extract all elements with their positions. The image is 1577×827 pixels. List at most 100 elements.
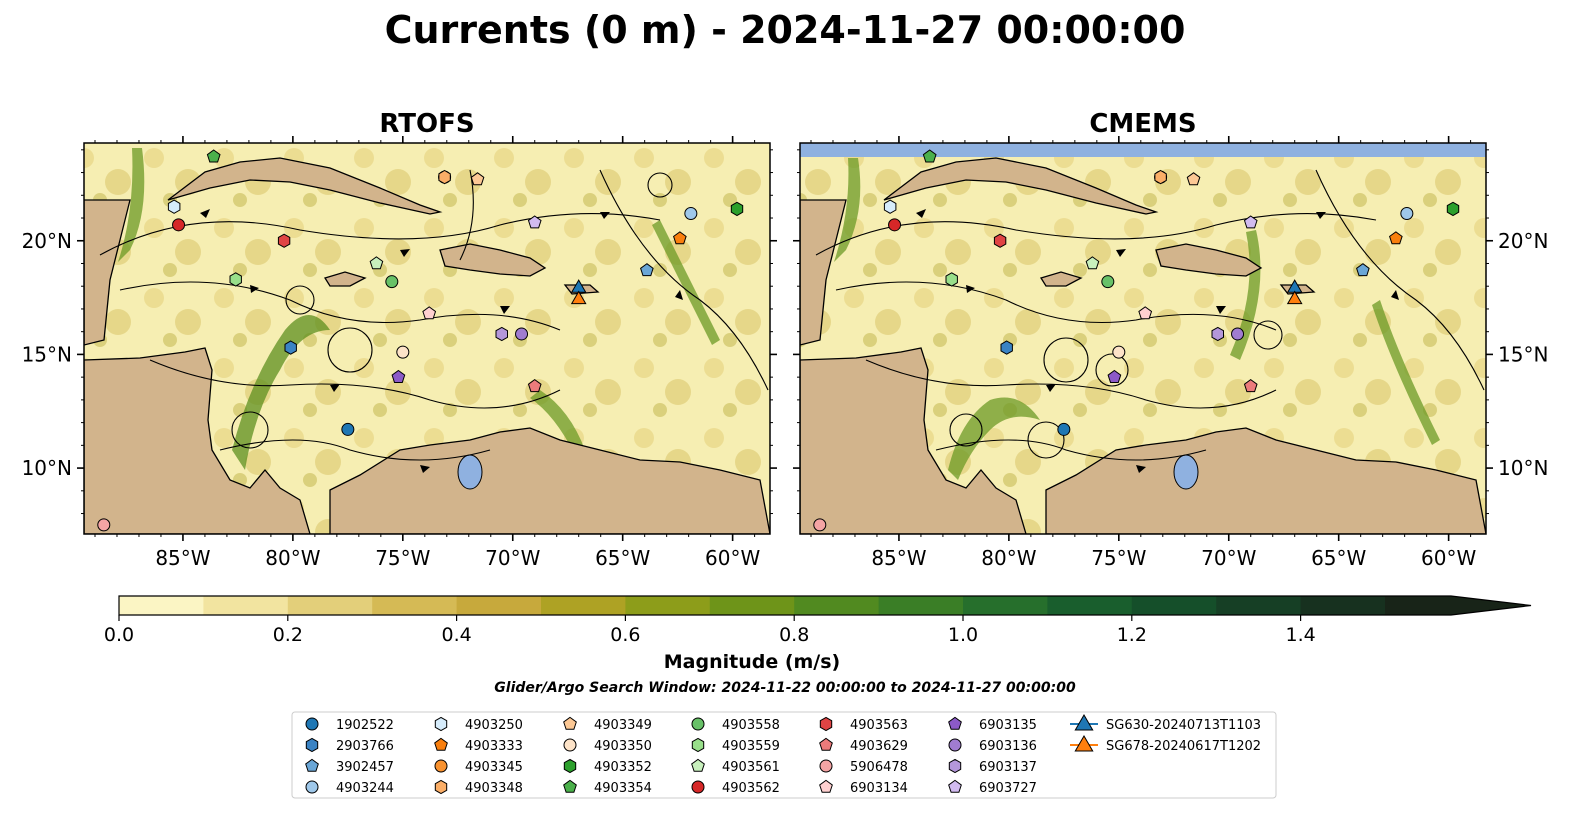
x-tick-label: 75°W	[375, 546, 430, 570]
marker-4903563	[993, 233, 1007, 248]
colorbar-segment	[878, 596, 964, 615]
legend-label: 4903345	[465, 760, 523, 775]
legend-item: 4903333	[434, 737, 523, 754]
marker-2903766	[284, 340, 297, 355]
legend-label: 4903563	[850, 718, 908, 733]
marker-4903559	[229, 272, 242, 287]
legend-item: 1902522	[305, 717, 394, 733]
y-tick-label: 10°N	[1498, 456, 1548, 480]
legend-item: 5906478	[819, 759, 908, 775]
colorbar-segment	[1047, 596, 1133, 615]
x-tick-label: 85°W	[871, 546, 926, 570]
marker-4903250	[167, 199, 181, 214]
marker-4903333	[673, 231, 687, 245]
legend-marker	[1074, 735, 1094, 752]
marker-6903135	[391, 369, 406, 383]
marker-4903629	[527, 378, 542, 393]
legend-marker	[819, 737, 833, 751]
legend-label: 4903559	[722, 739, 780, 754]
marker-4903558	[1101, 275, 1115, 289]
legend-item: SG630-20240713T1103	[1070, 714, 1261, 733]
colorbar-segment	[541, 596, 626, 615]
legend-label: 4903558	[722, 718, 780, 733]
legend-item: SG678-20240617T1202	[1070, 735, 1261, 754]
y-tick-label: 15°N	[22, 342, 72, 366]
figure-title: Currents (0 m) - 2024-11-27 00:00:00	[385, 8, 1186, 52]
panel-title-cmems: CMEMS	[1089, 109, 1196, 139]
legend-marker	[948, 779, 962, 793]
streamline-arrows	[916, 209, 1399, 473]
legend-item: 6903137	[948, 758, 1037, 775]
legend-item: 4903558	[691, 717, 780, 733]
y-tick-label: 20°N	[22, 229, 72, 253]
legend-label: 6903727	[979, 781, 1037, 796]
marker-4903559	[945, 272, 958, 287]
marker-4903350	[1112, 345, 1126, 359]
legend-item: 4903244	[305, 780, 394, 796]
marker-4903352	[1446, 201, 1460, 217]
x-tick-label: 65°W	[595, 546, 650, 570]
legend-label: 4903250	[465, 718, 523, 733]
land-masses	[84, 157, 770, 534]
x-tick-label: 70°W	[1201, 546, 1256, 570]
colorbar-segment	[625, 596, 711, 615]
marker-6903136	[1231, 327, 1245, 341]
legend-item: 6903727	[948, 779, 1037, 796]
colorbar-tick-label: 0.8	[779, 624, 809, 646]
x-tick-label: 80°W	[265, 546, 320, 570]
marker-4903350	[396, 345, 410, 359]
legend-marker	[305, 758, 319, 772]
legend-marker	[948, 758, 962, 774]
streamlines	[99, 169, 769, 461]
search-window-subtitle: Glider/Argo Search Window: 2024-11-22 00…	[494, 680, 1076, 696]
colorbar-segment	[287, 596, 373, 615]
land-masses	[800, 157, 1486, 534]
colorbar-segment	[1300, 596, 1386, 615]
marker-6903727	[527, 215, 542, 229]
colorbar-outline	[118, 595, 1532, 616]
x-tick-label: 85°W	[155, 546, 210, 570]
legend-item: 3902457	[305, 758, 394, 775]
legend-item: 4903562	[691, 780, 780, 796]
x-tick-label: 60°W	[1421, 546, 1476, 570]
legend-label: 5906478	[850, 760, 908, 775]
marker-2903766	[1000, 340, 1013, 355]
colorbar-tick-label: 0.0	[104, 624, 134, 646]
panel-rtofs: RTOFS	[22, 109, 777, 570]
legend-item: 4903250	[434, 716, 523, 733]
axis-group-left: 85°W 80°W 75°W 70°W 65°W 60°W 10°N 15°N 20°N	[22, 136, 777, 570]
legend-label: 1902522	[336, 718, 394, 733]
colorbar-tick-label: 0.6	[610, 624, 640, 646]
marker-6903136	[515, 327, 529, 341]
legend-marker	[691, 737, 705, 753]
legend-item: 6903135	[948, 716, 1037, 733]
marker-SG678-20240617T1202	[570, 290, 587, 305]
legend-label: 4903562	[722, 781, 780, 796]
legend-label: 4903348	[465, 781, 523, 796]
colorbar-tick-label: 0.2	[273, 624, 303, 646]
legend-marker	[691, 758, 705, 772]
colorbar-segment	[119, 596, 204, 615]
legend-label: 4903349	[594, 718, 652, 733]
legend-label: 4903333	[465, 739, 523, 754]
marker-4903561	[1085, 256, 1100, 270]
colorbar-segment	[963, 596, 1048, 615]
legend-marker	[563, 716, 577, 730]
marker-4903354	[922, 149, 937, 163]
colorbar-tick-label: 1.0	[948, 624, 978, 646]
markers-right	[813, 149, 1460, 532]
legend-label: 3902457	[336, 760, 394, 775]
panel-cmems: CMEMS	[793, 109, 1548, 570]
colorbar: 0.0 0.2 0.4 0.6 0.8 1.0 1.2 1.4	[104, 595, 1532, 646]
legend-marker	[305, 780, 319, 794]
marker-4903629	[1243, 378, 1258, 393]
colorbar-segment	[709, 596, 795, 615]
legend-item: 6903134	[819, 779, 908, 796]
marker-6903137	[495, 326, 508, 342]
colorbar-segment	[794, 596, 880, 615]
y-tick-label: 10°N	[22, 456, 72, 480]
marker-5906478	[97, 518, 111, 532]
colorbar-extend-arrow	[1385, 596, 1531, 615]
legend-item: 2903766	[305, 737, 394, 754]
